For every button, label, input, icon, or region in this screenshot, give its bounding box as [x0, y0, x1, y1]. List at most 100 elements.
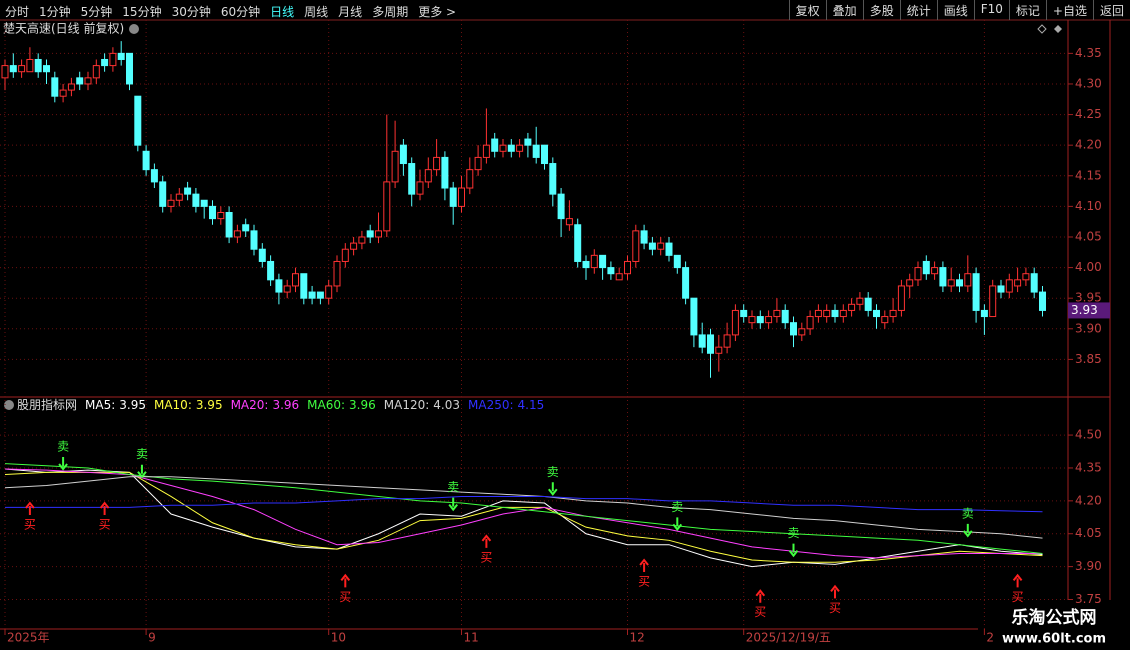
- period-tab[interactable]: 1分钟: [39, 5, 71, 19]
- candle-body: [126, 52, 133, 85]
- candle-body: [184, 187, 192, 195]
- candle-body: [283, 285, 291, 293]
- candle-body: [839, 309, 847, 318]
- candle-body: [947, 279, 955, 287]
- icon[interactable]: [1054, 25, 1062, 33]
- tool-button[interactable]: 统计: [899, 0, 937, 20]
- period-tab[interactable]: 周线: [304, 5, 329, 19]
- candle-body: [665, 242, 673, 256]
- candle-body: [209, 205, 216, 220]
- candle-body: [914, 267, 922, 281]
- candle-body: [76, 77, 84, 85]
- tool-button[interactable]: 多股: [862, 0, 900, 20]
- signal-label: 卖: [671, 500, 683, 514]
- candle-body: [980, 309, 988, 318]
- watermark: 乐淘公式网: [1012, 607, 1097, 628]
- signal-label: 买: [754, 605, 766, 619]
- menu-icon[interactable]: [4, 400, 14, 410]
- candle-body: [142, 150, 150, 171]
- y-tick-label: 3.90: [1075, 559, 1102, 573]
- tool-button[interactable]: 标记: [1008, 0, 1046, 20]
- last-price: 3.93: [1071, 303, 1098, 317]
- y-tick-label: 4.05: [1075, 229, 1102, 243]
- ma-line: [4, 463, 1043, 554]
- y-tick-label: 4.25: [1075, 107, 1102, 121]
- period-tab[interactable]: 多周期: [372, 5, 409, 19]
- candle-body: [300, 273, 308, 299]
- candle-body: [134, 95, 142, 146]
- candle-body: [267, 260, 275, 281]
- tool-button[interactable]: 复权: [788, 0, 826, 20]
- candle-body: [458, 187, 465, 207]
- x-tick-label: 2025/12/19/五: [746, 631, 831, 645]
- candle-body: [358, 236, 366, 244]
- candle-body: [781, 309, 789, 324]
- candle-body: [43, 65, 50, 73]
- y-tick-label: 4.30: [1075, 76, 1102, 90]
- period-tab[interactable]: 分时: [5, 5, 30, 19]
- period-tab[interactable]: 月线: [338, 5, 363, 19]
- candle-body: [507, 144, 515, 152]
- candle-body: [84, 77, 92, 85]
- period-tab[interactable]: 日线: [270, 5, 295, 19]
- candle-body: [707, 334, 714, 354]
- legend-name: MA5:: [85, 398, 115, 412]
- tool-button[interactable]: +自选: [1045, 0, 1093, 20]
- tool-button[interactable]: 返回: [1092, 0, 1130, 20]
- signal-arrow: [448, 497, 458, 512]
- candle-body: [167, 199, 175, 207]
- icon[interactable]: [1037, 24, 1047, 34]
- y-tick-label: 3.75: [1075, 592, 1102, 606]
- ma-line: [4, 476, 1043, 539]
- candle-body: [350, 242, 358, 250]
- candle-body: [873, 309, 880, 318]
- candle-body: [599, 254, 607, 269]
- candle-body: [1, 65, 9, 79]
- candle-body: [997, 285, 1005, 293]
- x-tick-label: 11: [464, 631, 479, 645]
- period-tab[interactable]: 更多 >: [418, 5, 457, 19]
- candle-body: [740, 309, 748, 318]
- candle-body: [607, 267, 615, 275]
- candle-body: [731, 309, 739, 336]
- chart-title: 楚天高速(日线 前复权): [3, 21, 124, 36]
- period-tab[interactable]: 5分钟: [80, 5, 113, 19]
- candle-body: [565, 218, 573, 226]
- indicator-title: 股朋指标网: [17, 397, 77, 412]
- signal-label: 买: [480, 550, 492, 564]
- signal-label: 卖: [447, 480, 459, 494]
- candle-body: [516, 144, 524, 152]
- tool-button[interactable]: 画线: [936, 0, 974, 20]
- y-tick-label: 4.20: [1075, 138, 1102, 152]
- candle-body: [682, 267, 690, 299]
- candle-body: [51, 77, 59, 97]
- candle-body: [897, 285, 905, 311]
- tool-button[interactable]: F10: [973, 0, 1009, 20]
- signal-arrow: [25, 501, 35, 516]
- period-tab[interactable]: 15分钟: [122, 5, 162, 19]
- y-tick-label: 3.95: [1075, 291, 1102, 305]
- candle-body: [34, 58, 42, 73]
- candle-body: [242, 224, 250, 232]
- y-tick-label: 4.35: [1075, 460, 1102, 474]
- candle-body: [582, 260, 590, 269]
- y-tick-label: 4.05: [1075, 526, 1102, 540]
- candle-body: [333, 260, 341, 287]
- y-tick-label: 4.20: [1075, 493, 1102, 507]
- candle-body: [391, 150, 399, 183]
- period-tab[interactable]: 30分钟: [171, 5, 211, 19]
- signal-arrow: [672, 517, 683, 531]
- legend-value: 3.96: [349, 398, 376, 412]
- candle-body: [524, 138, 532, 146]
- legend-name: MA20:: [231, 398, 269, 412]
- menu-icon[interactable]: [129, 24, 139, 34]
- candle-body: [1022, 273, 1030, 281]
- period-tab[interactable]: 60分钟: [220, 5, 261, 19]
- candle-body: [383, 181, 391, 232]
- candle-body: [831, 309, 839, 318]
- candle-body: [466, 169, 474, 189]
- tool-button[interactable]: 叠加: [825, 0, 863, 20]
- signal-label: 卖: [787, 526, 799, 540]
- candle-body: [117, 52, 125, 60]
